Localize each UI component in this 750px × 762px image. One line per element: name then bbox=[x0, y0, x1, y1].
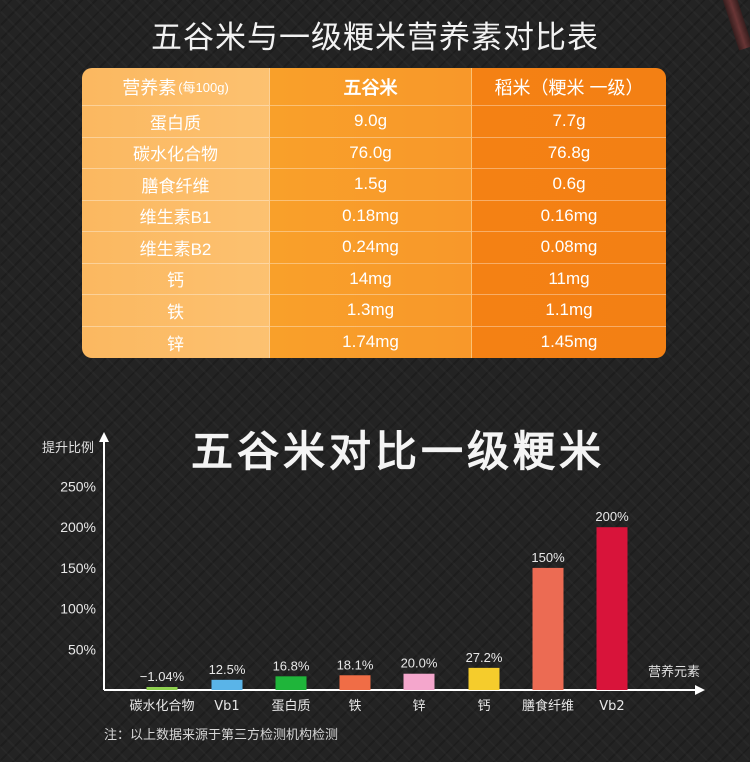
table-cell-rice: 0.6g bbox=[472, 169, 666, 201]
table-cell-rice: 0.16mg bbox=[472, 200, 666, 232]
table-cell-rice: 7.7g bbox=[472, 106, 666, 138]
bar-1 bbox=[211, 679, 243, 690]
bar-value-label: 12.5% bbox=[209, 662, 246, 677]
x-axis-label: 营养元素 bbox=[648, 664, 700, 680]
bar-value-label: 20.0% bbox=[401, 656, 438, 671]
bar-value-label: 18.1% bbox=[337, 657, 374, 672]
bar-value-label: 200% bbox=[595, 509, 629, 524]
bar-3 bbox=[339, 675, 371, 690]
category-label: 铁 bbox=[348, 699, 361, 714]
table-cell-wugu: 9.0g bbox=[270, 106, 472, 138]
y-axis-label: 提升比例 bbox=[42, 440, 94, 456]
bar-value-label: 150% bbox=[531, 550, 565, 565]
table-cell-nutrient: 钙 bbox=[82, 263, 270, 295]
table-cell-nutrient: 膳食纤维 bbox=[82, 169, 270, 201]
chart-title: 五谷米对比一级粳米 bbox=[190, 427, 605, 476]
bar-7 bbox=[596, 527, 628, 690]
y-tick-label: 200% bbox=[60, 519, 96, 535]
category-label: 碳水化合物 bbox=[129, 699, 194, 714]
y-tick-label: 250% bbox=[60, 479, 96, 495]
category-label: 蛋白质 bbox=[271, 698, 310, 714]
table-cell-nutrient: 铁 bbox=[82, 295, 270, 327]
category-label: 锌 bbox=[412, 699, 425, 714]
page-title: 五谷米与一级粳米营养素对比表 bbox=[151, 20, 599, 56]
category-label: 钙 bbox=[477, 699, 490, 714]
table-cell-wugu: 1.74mg bbox=[270, 326, 472, 358]
footnote: 注：以上数据来源于第三方检测机构检测 bbox=[104, 728, 339, 743]
table-cell-nutrient: 锌 bbox=[82, 326, 270, 358]
y-axis-arrow bbox=[99, 432, 109, 442]
bar-value-label: 16.8% bbox=[273, 658, 310, 673]
table-cell-nutrient: 蛋白质 bbox=[82, 106, 270, 138]
table-cell-nutrient: 碳水化合物 bbox=[82, 137, 270, 169]
table-cell-wugu: 0.18mg bbox=[270, 200, 472, 232]
y-tick-label: 150% bbox=[60, 560, 96, 576]
category-label: Vb2 bbox=[599, 699, 624, 714]
table-cell-nutrient: 维生素B2 bbox=[82, 232, 270, 264]
bar-6 bbox=[532, 567, 564, 690]
bar-4 bbox=[403, 673, 435, 690]
category-label: 膳食纤维 bbox=[522, 698, 574, 714]
header-nutrient-note: (每100g) bbox=[178, 80, 229, 95]
bar-0 bbox=[146, 687, 178, 690]
bar-5 bbox=[468, 667, 500, 690]
table-cell-rice: 11mg bbox=[472, 263, 666, 295]
table-cell-wugu: 76.0g bbox=[270, 137, 472, 169]
y-tick-label: 100% bbox=[60, 601, 96, 617]
nutrition-table: 营养素 (每100g) 五谷米 稻米（粳米 一级） 蛋白质 9.0g 7.7g 碳水化… bbox=[82, 68, 666, 358]
bar-value-label: 27.2% bbox=[466, 650, 503, 665]
bar-value-label: −1.04% bbox=[140, 669, 185, 684]
y-tick-label: 50% bbox=[68, 641, 96, 657]
header-wugu: 五谷米 bbox=[270, 68, 472, 106]
table-cell-rice: 0.08mg bbox=[472, 232, 666, 264]
header-nutrient-label: 营养素 bbox=[122, 77, 177, 98]
table-cell-wugu: 14mg bbox=[270, 263, 472, 295]
table-cell-wugu: 1.3mg bbox=[270, 295, 472, 327]
category-label: Vb1 bbox=[214, 699, 239, 714]
x-axis-arrow bbox=[695, 685, 705, 695]
table-cell-wugu: 1.5g bbox=[270, 169, 472, 201]
table-cell-wugu: 0.24mg bbox=[270, 232, 472, 264]
table-cell-rice: 76.8g bbox=[472, 137, 666, 169]
table-cell-nutrient: 维生素B1 bbox=[82, 200, 270, 232]
header-nutrient: 营养素 (每100g) bbox=[82, 68, 270, 106]
table-cell-rice: 1.45mg bbox=[472, 326, 666, 358]
bar-2 bbox=[275, 676, 307, 690]
table-cell-rice: 1.1mg bbox=[472, 295, 666, 327]
header-rice: 稻米（粳米 一级） bbox=[472, 68, 666, 106]
